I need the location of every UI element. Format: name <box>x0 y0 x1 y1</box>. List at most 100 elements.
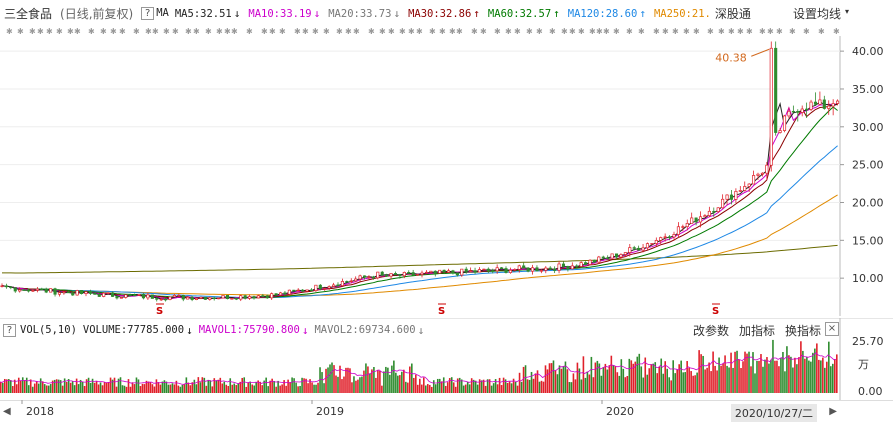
event-marker-icon[interactable]: ✱ <box>379 27 386 36</box>
volume-bar[interactable] <box>361 376 363 393</box>
candle-body[interactable] <box>482 268 486 271</box>
volume-bar[interactable] <box>187 382 190 393</box>
candle-body[interactable] <box>584 262 588 265</box>
event-marker-icon[interactable]: ✱ <box>728 27 735 36</box>
volume-bar[interactable] <box>395 372 397 393</box>
volume-bar[interactable] <box>698 350 700 393</box>
volume-bar[interactable] <box>620 359 623 393</box>
volume-bar[interactable] <box>722 363 724 393</box>
candle-body[interactable] <box>610 253 614 259</box>
volume-bar[interactable] <box>237 383 240 393</box>
volume-bar[interactable] <box>273 380 275 393</box>
volume-bar[interactable] <box>454 386 457 393</box>
candle-body[interactable] <box>314 284 318 291</box>
candle-body[interactable] <box>287 289 291 295</box>
volume-bar[interactable] <box>167 384 170 393</box>
volume-bar[interactable] <box>642 377 645 393</box>
s-mark-icon[interactable]: S <box>156 306 163 316</box>
volume-bar[interactable] <box>446 382 449 393</box>
candle-body[interactable] <box>186 296 190 300</box>
volume-bar[interactable] <box>828 341 830 393</box>
volume-bar[interactable] <box>63 378 66 393</box>
volume-bar[interactable] <box>534 373 537 393</box>
volume-bar[interactable] <box>151 384 154 393</box>
candle-body[interactable] <box>371 276 375 279</box>
volume-bar[interactable] <box>628 358 631 393</box>
volume-bar[interactable] <box>287 379 289 393</box>
candle-body[interactable] <box>31 290 35 292</box>
volume-bar[interactable] <box>712 351 714 393</box>
volume-bar[interactable] <box>343 376 345 393</box>
volume-bar[interactable] <box>468 384 471 393</box>
volume-bar[interactable] <box>385 366 387 393</box>
candle-body[interactable] <box>500 267 504 269</box>
candle-body[interactable] <box>451 270 455 274</box>
volume-bar[interactable] <box>219 377 222 393</box>
candle-body[interactable] <box>654 240 658 244</box>
volume-bar[interactable] <box>115 386 118 393</box>
candle-body[interactable] <box>672 234 676 238</box>
candle-body[interactable] <box>513 269 517 271</box>
volume-bar[interactable] <box>424 385 427 393</box>
volume-bar[interactable] <box>355 380 357 393</box>
volume-bar[interactable] <box>530 371 533 393</box>
volume-bar[interactable] <box>331 362 333 393</box>
candle-body[interactable] <box>146 294 150 299</box>
volume-bar[interactable] <box>105 382 108 393</box>
volume-bar[interactable] <box>612 365 615 393</box>
volume-bar[interactable] <box>315 384 317 393</box>
volume-bar[interactable] <box>175 380 178 393</box>
volume-bar[interactable] <box>381 385 383 393</box>
event-marker-icon[interactable]: ✱ <box>416 27 423 36</box>
volume-bar[interactable] <box>217 379 220 393</box>
candle-body[interactable] <box>35 288 39 291</box>
volume-bar[interactable] <box>229 378 232 393</box>
candle-body[interactable] <box>676 226 680 235</box>
volume-bar[interactable] <box>43 384 46 393</box>
candle-body[interactable] <box>159 298 163 301</box>
volume-bar[interactable] <box>492 383 495 393</box>
volume-bar[interactable] <box>213 378 216 393</box>
volume-bar[interactable] <box>137 379 140 393</box>
volume-bar[interactable] <box>426 384 429 393</box>
volume-bar[interactable] <box>193 379 196 393</box>
volume-bar[interactable] <box>638 353 641 393</box>
volume-bar[interactable] <box>654 362 657 393</box>
volume-bar[interactable] <box>766 357 768 393</box>
volume-bar[interactable] <box>379 370 381 393</box>
volume-bar[interactable] <box>586 371 589 393</box>
candle-body[interactable] <box>774 47 778 133</box>
candle-body[interactable] <box>44 288 48 293</box>
candle-body[interactable] <box>93 293 97 295</box>
volume-bar[interactable] <box>736 350 738 393</box>
volume-bar[interactable] <box>602 367 605 393</box>
volume-bar[interactable] <box>684 372 686 393</box>
volume-bar[interactable] <box>710 371 712 393</box>
candle-body[interactable] <box>97 294 101 297</box>
event-marker-icon[interactable]: ✱ <box>302 27 309 36</box>
volume-bar[interactable] <box>405 381 407 393</box>
volume-chart[interactable]: 25.70 0.00 万 <box>0 318 893 400</box>
candle-body[interactable] <box>385 275 389 277</box>
volume-bar[interactable] <box>249 381 252 393</box>
volume-bar[interactable] <box>626 375 629 393</box>
volume-bar[interactable] <box>0 381 2 393</box>
volume-bar[interactable] <box>476 384 479 393</box>
volume-bar[interactable] <box>526 379 529 393</box>
volume-bar[interactable] <box>239 381 242 393</box>
candle-body[interactable] <box>517 265 521 270</box>
volume-bar[interactable] <box>135 377 138 393</box>
candle-body[interactable] <box>345 281 349 283</box>
volume-bar[interactable] <box>510 383 513 393</box>
price-chart[interactable]: 40.00 35.00 30.00 25.00 20.00 15.00 10.00 40.38… <box>0 36 893 316</box>
candle-body[interactable] <box>765 164 769 174</box>
volume-bar[interactable] <box>147 381 150 393</box>
volume-bar[interactable] <box>399 375 401 393</box>
volume-bar[interactable] <box>768 363 770 393</box>
volume-bar[interactable] <box>786 346 788 393</box>
candle-body[interactable] <box>318 284 322 290</box>
volume-bar[interactable] <box>179 386 182 393</box>
volume-bar[interactable] <box>351 382 353 393</box>
event-marker-icon[interactable]: ✱ <box>29 27 36 36</box>
volume-bar[interactable] <box>436 378 439 393</box>
